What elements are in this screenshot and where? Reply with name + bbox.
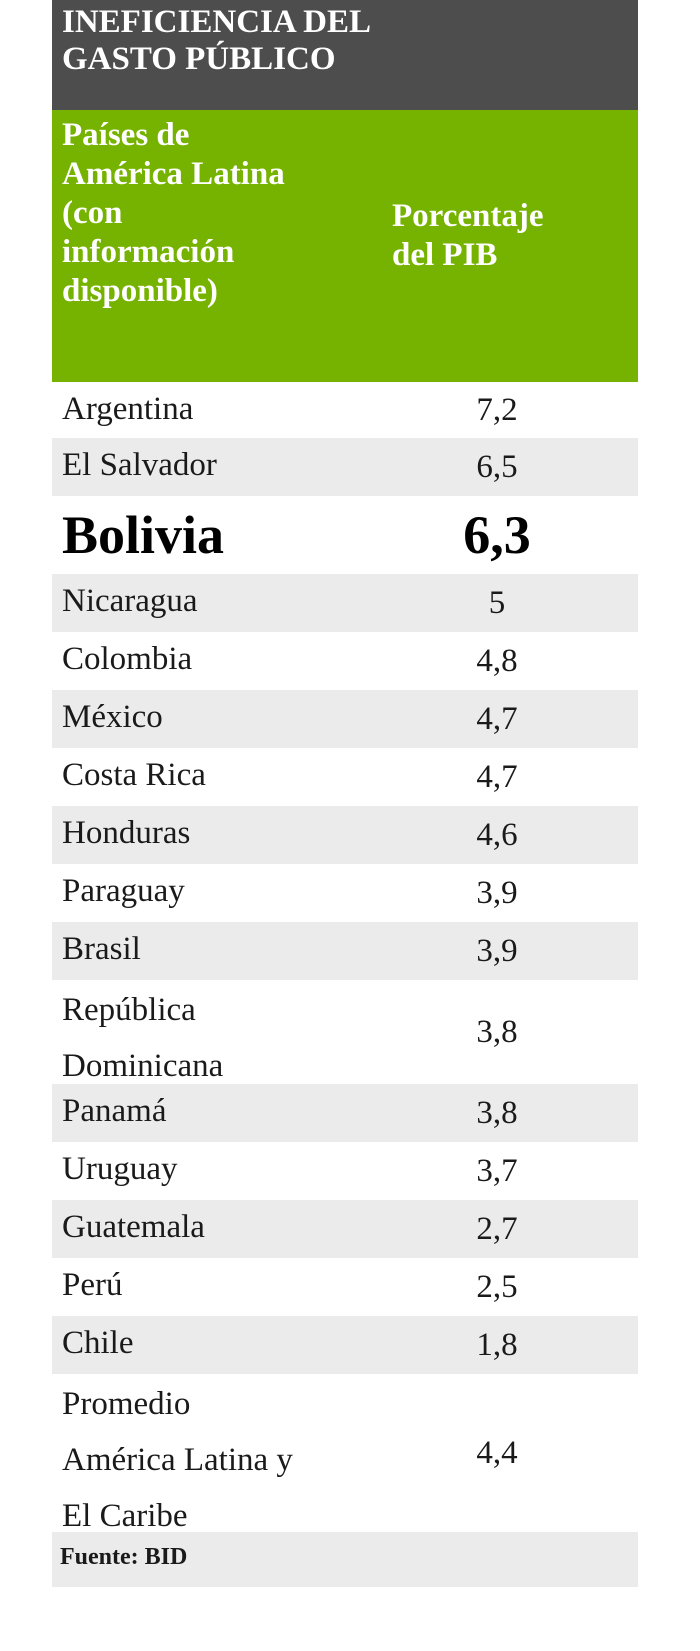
percentage-value: 4,8 bbox=[476, 643, 518, 679]
header-line: Países de bbox=[62, 117, 190, 153]
table-row: Honduras 4,6 bbox=[52, 806, 638, 864]
country-name: Uruguay bbox=[62, 1151, 178, 1187]
country-cell: Chile bbox=[62, 1316, 392, 1370]
table-row: República Dominicana 3,8 bbox=[52, 980, 638, 1084]
country-cell: Brasil bbox=[62, 922, 392, 976]
country-name: Dominicana bbox=[62, 1048, 224, 1084]
percentage-value: 6,5 bbox=[476, 449, 518, 485]
country-cell: Paraguay bbox=[62, 864, 392, 918]
table-body: Argentina 7,2 El Salvador 6,5 Bolivia 6,3 Nica… bbox=[52, 382, 638, 1534]
country-name: El Caribe bbox=[62, 1498, 188, 1534]
country-name: Costa Rica bbox=[62, 757, 206, 793]
percentage-value: 3,8 bbox=[476, 1095, 518, 1131]
table-row: Chile 1,8 bbox=[52, 1316, 638, 1374]
percentage-value: 4,4 bbox=[476, 1435, 518, 1471]
table-row: México 4,7 bbox=[52, 690, 638, 748]
country-cell: Bolivia bbox=[62, 496, 392, 574]
percentage-value: 2,5 bbox=[476, 1269, 518, 1305]
table-row: Paraguay 3,9 bbox=[52, 864, 638, 922]
table-row: Panamá 3,8 bbox=[52, 1084, 638, 1142]
percentage-value: 4,6 bbox=[476, 817, 518, 853]
country-name: México bbox=[62, 699, 163, 735]
percentage-value: 3,9 bbox=[476, 875, 518, 911]
value-column-header: Porcentaje del PIB bbox=[392, 197, 612, 275]
country-name: Panamá bbox=[62, 1093, 167, 1129]
country-name: Brasil bbox=[62, 931, 141, 967]
table-row: Brasil 3,9 bbox=[52, 922, 638, 980]
header-line: del PIB bbox=[392, 237, 498, 273]
country-name: Bolivia bbox=[62, 505, 225, 565]
percentage-value: 3,8 bbox=[476, 1014, 518, 1050]
percentage-value: 5 bbox=[488, 585, 506, 621]
table-row: Guatemala 2,7 bbox=[52, 1200, 638, 1258]
percentage-value: 4,7 bbox=[476, 759, 518, 795]
country-name: Promedio bbox=[62, 1386, 191, 1422]
country-cell: República Dominicana bbox=[62, 982, 392, 1094]
country-cell: Perú bbox=[62, 1258, 392, 1312]
country-cell: Uruguay bbox=[62, 1142, 392, 1196]
percentage-value: 1,8 bbox=[476, 1327, 518, 1363]
table-row: Promedio América Latina y El Caribe 4,4 bbox=[52, 1374, 638, 1534]
header-line: América Latina bbox=[62, 156, 285, 192]
header-line: información bbox=[62, 234, 235, 270]
country-name: Argentina bbox=[62, 391, 194, 427]
country-cell: Argentina bbox=[62, 382, 392, 436]
table-row: Bolivia 6,3 bbox=[52, 496, 638, 574]
percentage-value: 2,7 bbox=[476, 1211, 518, 1247]
country-cell: Panamá bbox=[62, 1084, 392, 1138]
table-row: Perú 2,5 bbox=[52, 1258, 638, 1316]
table-row: Costa Rica 4,7 bbox=[52, 748, 638, 806]
title-line: GASTO PÚBLICO bbox=[62, 41, 336, 77]
country-cell: Colombia bbox=[62, 632, 392, 686]
source-note: Fuente: BID bbox=[52, 1532, 638, 1587]
country-column-header: Países de América Latina (con informació… bbox=[62, 116, 362, 311]
country-name: Honduras bbox=[62, 815, 191, 851]
table-header: Países de América Latina (con informació… bbox=[52, 110, 638, 382]
country-cell: El Salvador bbox=[62, 438, 392, 492]
percentage-value: 3,9 bbox=[476, 933, 518, 969]
percentage-value: 3,7 bbox=[476, 1153, 518, 1189]
country-name: El Salvador bbox=[62, 447, 217, 483]
country-name: Paraguay bbox=[62, 873, 185, 909]
percentage-value: 6,3 bbox=[463, 505, 531, 565]
table-row: El Salvador 6,5 bbox=[52, 438, 638, 496]
country-name: Nicaragua bbox=[62, 583, 198, 619]
table-row: Colombia 4,8 bbox=[52, 632, 638, 690]
table-row: Argentina 7,2 bbox=[52, 382, 638, 438]
country-cell: Promedio América Latina y El Caribe bbox=[62, 1376, 392, 1544]
table-row: Uruguay 3,7 bbox=[52, 1142, 638, 1200]
country-cell: Nicaragua bbox=[62, 574, 392, 628]
title-line: INEFICIENCIA DEL bbox=[62, 4, 371, 40]
country-name: América Latina y bbox=[62, 1442, 293, 1478]
country-name: República bbox=[62, 992, 196, 1028]
table-row: Nicaragua 5 bbox=[52, 574, 638, 632]
data-table: INEFICIENCIA DEL GASTO PÚBLICO Países de… bbox=[52, 0, 638, 1587]
country-cell: México bbox=[62, 690, 392, 744]
table-title: INEFICIENCIA DEL GASTO PÚBLICO bbox=[52, 0, 638, 110]
country-cell: Honduras bbox=[62, 806, 392, 860]
header-line: (con bbox=[62, 195, 123, 231]
header-line: disponible) bbox=[62, 273, 218, 309]
country-name: Chile bbox=[62, 1325, 134, 1361]
country-name: Guatemala bbox=[62, 1209, 205, 1245]
country-name: Perú bbox=[62, 1267, 123, 1303]
percentage-value: 7,2 bbox=[476, 392, 518, 428]
country-cell: Guatemala bbox=[62, 1200, 392, 1254]
percentage-value: 4,7 bbox=[476, 701, 518, 737]
country-name: Colombia bbox=[62, 641, 193, 677]
country-cell: Costa Rica bbox=[62, 748, 392, 802]
header-line: Porcentaje bbox=[392, 198, 544, 234]
